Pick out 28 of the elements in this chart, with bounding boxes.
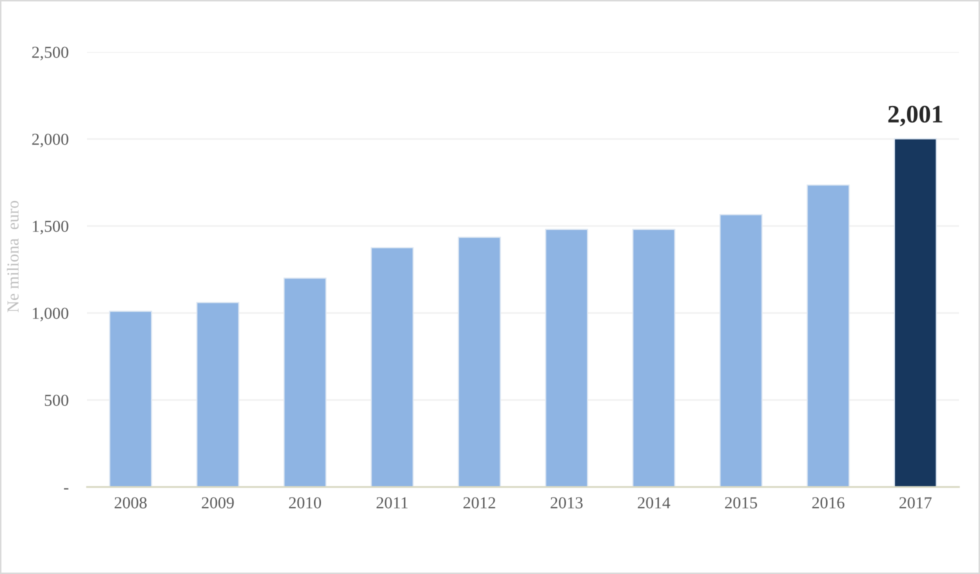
x-tick-label: 2008 <box>114 497 147 508</box>
y-axis-title: Ne miliona euro <box>6 200 19 312</box>
x-tick-label: 2017 <box>899 497 932 508</box>
x-tick-label: 2010 <box>289 497 322 508</box>
x-tick-label: 2013 <box>550 497 583 508</box>
x-tick-label: 2009 <box>202 497 234 508</box>
bar <box>720 214 762 487</box>
y-tick-label: 1,500 <box>32 220 68 234</box>
bar <box>370 247 414 487</box>
y-tick-label: 500 <box>44 394 68 406</box>
x-tick-label: 2012 <box>463 497 496 508</box>
y-tick-label: 2,500 <box>32 46 68 60</box>
data-label: 2,001 <box>888 106 942 126</box>
bar <box>894 138 937 487</box>
y-tick-label: 1,000 <box>32 308 68 322</box>
bar <box>196 302 240 487</box>
bar <box>632 228 676 487</box>
x-tick-label: 2011 <box>376 497 408 508</box>
bar <box>284 278 326 487</box>
x-tick-label: 2015 <box>725 497 758 508</box>
y-tick-label: 2,000 <box>32 134 68 148</box>
bar <box>545 228 588 487</box>
bar <box>109 310 152 487</box>
x-tick-label: 2016 <box>812 497 844 508</box>
y-tick-label: - <box>64 488 68 490</box>
bar <box>458 236 501 487</box>
bar <box>806 184 850 487</box>
x-tick-label: 2014 <box>638 497 670 508</box>
